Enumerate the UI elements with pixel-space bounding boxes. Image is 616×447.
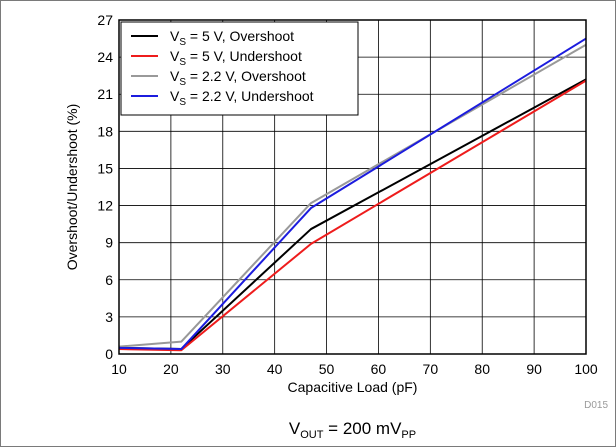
legend-sub: S [179,77,186,88]
x-tick-label: 80 [474,361,490,377]
y-axis-label: Overshoot/Undershoot (%) [64,104,80,271]
caption-sub-pp: PP [401,429,416,441]
x-tick-label: 70 [423,361,439,377]
legend-entry: VS = 5 V, Undershoot [170,48,302,68]
legend-sub: S [179,37,186,48]
legend-sub: S [179,97,186,108]
caption-mid: = 200 mV [323,419,402,438]
legend-post: = 2.2 V, Undershoot [186,88,314,104]
x-tick-label: 40 [267,361,283,377]
caption-main: V [289,419,301,438]
legend-post: = 5 V, Overshoot [186,28,294,44]
series-line-1 [118,78,587,351]
legend-entry: VS = 5 V, Overshoot [170,28,294,48]
x-axis-label: Capacitive Load (pF) [288,379,418,395]
y-tick-label: 0 [105,346,113,362]
y-tick-label: 21 [97,86,113,102]
y-tick-label: 9 [105,235,113,251]
y-tick-label: 3 [105,309,113,325]
legend-post: = 5 V, Undershoot [186,48,302,64]
y-tick-labels: 0 3 6 9 12 15 18 21 24 27 [97,12,113,362]
x-tick-label: 30 [215,361,231,377]
series-line-2 [118,79,587,352]
legend-pre: V [170,88,180,104]
legend-box [120,21,359,116]
y-tick-label: 6 [105,272,113,288]
y-tick-label: 12 [97,198,113,214]
plot-border [118,19,587,355]
chart-caption: VOUT = 200 mVPP [289,419,416,441]
x-tick-label: 20 [163,361,179,377]
y-tick-label: 27 [97,12,113,28]
legend-pre: V [170,28,180,44]
legend-post: = 2.2 V, Overshoot [186,68,306,84]
x-tick-label: 100 [574,361,598,377]
series-lines [118,37,587,352]
x-tick-label: 50 [319,361,335,377]
x-tick-label: 60 [371,361,387,377]
legend-pre: V [170,48,180,64]
x-tick-labels: 10 20 30 40 50 60 70 80 90 100 [111,361,598,377]
x-tick-label: 10 [111,361,127,377]
legend-pre: V [170,68,180,84]
legend-sub: S [179,57,186,68]
legend-entry: VS = 2.2 V, Undershoot [170,88,314,108]
caption-sub-out: OUT [300,429,324,441]
y-tick-label: 24 [97,49,113,65]
y-tick-label: 18 [97,123,113,139]
series-line-4 [118,37,587,351]
grid-lines [119,20,586,354]
figure-code: D015 [584,400,608,411]
x-tick-label: 90 [526,361,542,377]
legend-entry: VS = 2.2 V, Overshoot [170,68,306,88]
y-tick-label: 15 [97,160,113,176]
